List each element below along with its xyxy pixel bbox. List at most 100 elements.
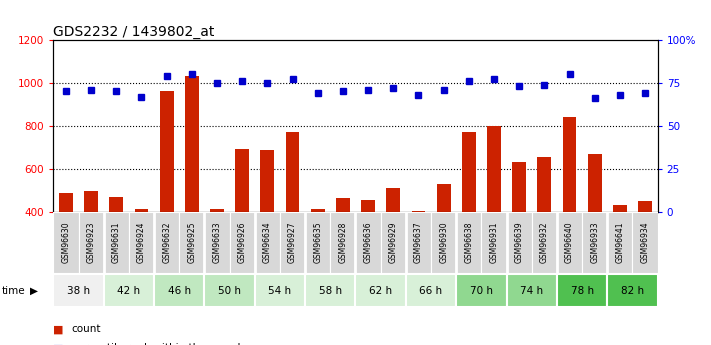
Bar bbox=[305, 274, 356, 307]
Bar bbox=[406, 274, 456, 307]
Text: GSM96632: GSM96632 bbox=[162, 221, 171, 263]
Text: GSM96638: GSM96638 bbox=[464, 221, 474, 263]
Bar bbox=[562, 117, 577, 298]
Text: ■: ■ bbox=[53, 344, 64, 345]
Bar bbox=[462, 132, 476, 298]
Text: 46 h: 46 h bbox=[168, 286, 191, 296]
Bar bbox=[255, 274, 305, 307]
Bar bbox=[336, 198, 350, 298]
Text: ▶: ▶ bbox=[30, 286, 38, 296]
Bar bbox=[185, 76, 199, 298]
Bar bbox=[280, 212, 305, 273]
Bar bbox=[154, 274, 205, 307]
Bar bbox=[412, 211, 425, 298]
Bar bbox=[311, 209, 325, 298]
Text: 82 h: 82 h bbox=[621, 286, 644, 296]
Text: GSM96930: GSM96930 bbox=[439, 221, 448, 263]
Text: 38 h: 38 h bbox=[67, 286, 90, 296]
Bar bbox=[235, 149, 249, 298]
Bar bbox=[134, 209, 149, 298]
Text: GSM96923: GSM96923 bbox=[87, 221, 95, 263]
Bar bbox=[104, 212, 129, 273]
Text: percentile rank within the sample: percentile rank within the sample bbox=[71, 344, 247, 345]
Bar bbox=[506, 274, 557, 307]
Bar bbox=[588, 154, 602, 298]
Text: 54 h: 54 h bbox=[268, 286, 292, 296]
Text: GSM96631: GSM96631 bbox=[112, 221, 121, 263]
Text: GSM96639: GSM96639 bbox=[515, 221, 524, 263]
Bar bbox=[154, 212, 179, 273]
Bar bbox=[53, 274, 104, 307]
Text: 74 h: 74 h bbox=[520, 286, 543, 296]
Text: GSM96924: GSM96924 bbox=[137, 221, 146, 263]
Bar bbox=[582, 212, 607, 273]
Bar bbox=[613, 205, 627, 298]
Text: 62 h: 62 h bbox=[369, 286, 392, 296]
Text: GSM96634: GSM96634 bbox=[263, 221, 272, 263]
Bar bbox=[210, 209, 224, 298]
Text: GDS2232 / 1439802_at: GDS2232 / 1439802_at bbox=[53, 24, 215, 39]
Bar bbox=[512, 161, 526, 298]
Bar bbox=[205, 274, 255, 307]
Text: 78 h: 78 h bbox=[570, 286, 594, 296]
Bar bbox=[260, 150, 274, 298]
Bar bbox=[481, 212, 506, 273]
Text: 58 h: 58 h bbox=[319, 286, 342, 296]
Bar bbox=[506, 212, 532, 273]
Text: 42 h: 42 h bbox=[117, 286, 141, 296]
Bar bbox=[230, 212, 255, 273]
Text: GSM96630: GSM96630 bbox=[61, 221, 70, 263]
Text: GSM96641: GSM96641 bbox=[616, 221, 624, 263]
Bar bbox=[437, 184, 451, 298]
Bar bbox=[380, 212, 406, 273]
Bar bbox=[59, 193, 73, 298]
Text: GSM96928: GSM96928 bbox=[338, 222, 348, 263]
Bar bbox=[557, 274, 607, 307]
Text: GSM96933: GSM96933 bbox=[590, 221, 599, 263]
Bar bbox=[129, 212, 154, 273]
Text: GSM96931: GSM96931 bbox=[489, 221, 498, 263]
Bar bbox=[255, 212, 280, 273]
Bar bbox=[53, 212, 78, 273]
Text: GSM96636: GSM96636 bbox=[363, 221, 373, 263]
Bar bbox=[638, 201, 652, 298]
Text: GSM96635: GSM96635 bbox=[314, 221, 322, 263]
Bar bbox=[456, 274, 506, 307]
Bar bbox=[109, 197, 123, 298]
Text: GSM96633: GSM96633 bbox=[213, 221, 222, 263]
Text: GSM96925: GSM96925 bbox=[187, 221, 196, 263]
Text: 50 h: 50 h bbox=[218, 286, 241, 296]
Bar bbox=[361, 200, 375, 298]
Text: count: count bbox=[71, 325, 100, 334]
Bar bbox=[406, 212, 431, 273]
Bar bbox=[607, 274, 658, 307]
Text: GSM96927: GSM96927 bbox=[288, 221, 297, 263]
Bar bbox=[633, 212, 658, 273]
Bar bbox=[286, 132, 299, 298]
Bar bbox=[538, 157, 551, 298]
Bar bbox=[456, 212, 481, 273]
Bar bbox=[179, 212, 205, 273]
Bar bbox=[607, 212, 633, 273]
Bar bbox=[487, 126, 501, 298]
Bar bbox=[331, 212, 356, 273]
Bar bbox=[557, 212, 582, 273]
Text: GSM96637: GSM96637 bbox=[414, 221, 423, 263]
Bar bbox=[84, 190, 98, 298]
Bar bbox=[160, 91, 173, 298]
Bar bbox=[532, 212, 557, 273]
Bar bbox=[305, 212, 331, 273]
Bar bbox=[104, 274, 154, 307]
Text: GSM96640: GSM96640 bbox=[565, 221, 574, 263]
Text: time: time bbox=[2, 286, 26, 296]
Bar bbox=[78, 212, 104, 273]
Bar bbox=[431, 212, 456, 273]
Text: GSM96929: GSM96929 bbox=[389, 221, 397, 263]
Bar bbox=[356, 274, 406, 307]
Text: GSM96932: GSM96932 bbox=[540, 221, 549, 263]
Bar bbox=[205, 212, 230, 273]
Text: 66 h: 66 h bbox=[419, 286, 443, 296]
Text: GSM96926: GSM96926 bbox=[237, 221, 247, 263]
Bar bbox=[356, 212, 380, 273]
Bar bbox=[386, 188, 400, 298]
